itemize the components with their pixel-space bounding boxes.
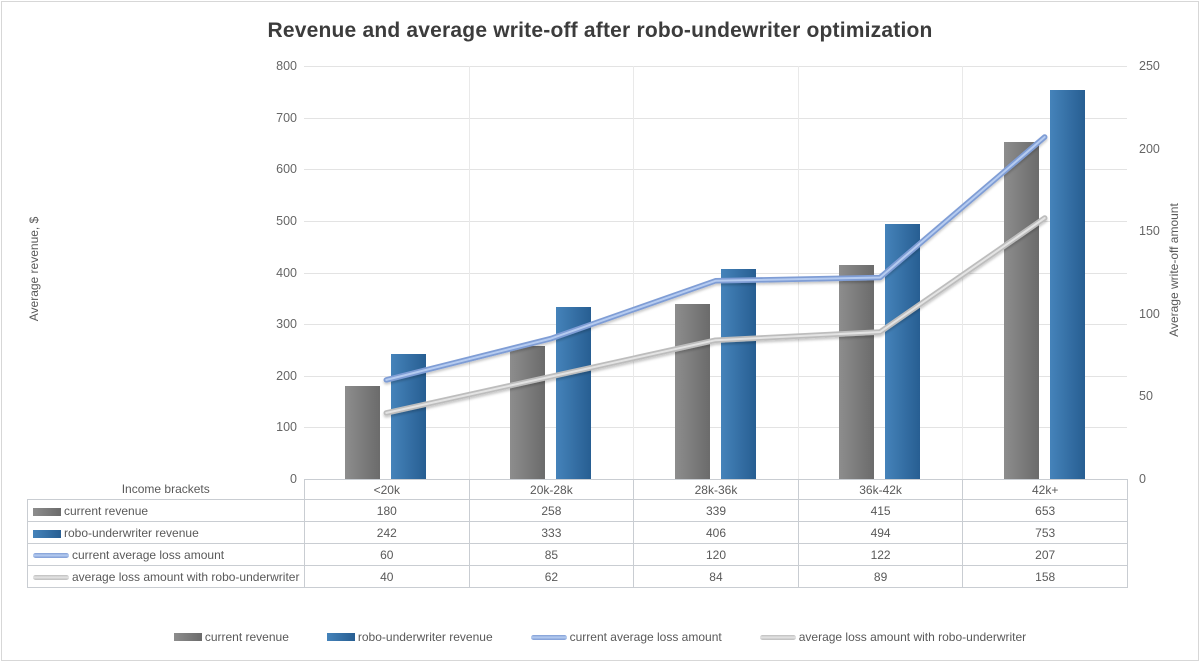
line-highlight-current-average-loss-amount bbox=[385, 136, 1046, 381]
value-cell: 242 bbox=[304, 521, 470, 544]
left-tick-label: 400 bbox=[276, 265, 297, 280]
right-tick-label: 50 bbox=[1139, 389, 1153, 404]
bar-swatch-current-revenue bbox=[33, 507, 61, 516]
bar-current-revenue bbox=[1003, 141, 1039, 479]
line-current-average-loss-amount bbox=[383, 134, 1048, 383]
table-row-average-loss-amount-with-robo-underwriter: average loss amount with robo-underwrite… bbox=[27, 565, 1128, 588]
line-series-overlay bbox=[383, 134, 1048, 416]
line-highlight-average-loss-amount-with-robo-underwriter bbox=[385, 217, 1046, 414]
series-label-cell: current revenue bbox=[27, 499, 305, 522]
right-tick-label: 250 bbox=[1139, 59, 1160, 73]
value-cell: 84 bbox=[633, 565, 799, 588]
bar-swatch-current-revenue bbox=[173, 633, 202, 641]
bar-swatch-robo-underwriter-revenue bbox=[33, 529, 61, 538]
table-row-robo-underwriter-revenue: robo-underwriter revenue 242 333 406 494 753 bbox=[27, 521, 1128, 544]
bar-robo-underwriter-revenue bbox=[1049, 90, 1085, 479]
x-axis-title-cell: Income brackets bbox=[121, 482, 210, 497]
bar-swatch-robo-underwriter-revenue bbox=[326, 633, 355, 641]
gridline-horizontal bbox=[304, 169, 1127, 171]
legend-label: average loss amount with robo-underwrite… bbox=[798, 630, 1027, 644]
gridline-vertical bbox=[633, 66, 635, 479]
left-tick-label: 700 bbox=[276, 110, 297, 125]
plot-area bbox=[304, 66, 1127, 479]
bar-current-revenue bbox=[839, 264, 875, 479]
gridline-vertical bbox=[797, 66, 799, 479]
series-label-text: current revenue bbox=[64, 503, 149, 518]
gridline-horizontal bbox=[304, 117, 1127, 119]
bar-current-revenue bbox=[345, 386, 381, 479]
category-header-cell: 20k-28k bbox=[468, 479, 635, 500]
value-cell: 333 bbox=[468, 521, 635, 544]
legend-label: current average loss amount bbox=[569, 630, 722, 644]
left-tick-label: 600 bbox=[276, 162, 297, 177]
gridline-horizontal bbox=[304, 324, 1127, 326]
value-cell: 207 bbox=[962, 543, 1128, 566]
line-swatch-average-loss-amount-with-robo-underwriter bbox=[33, 574, 69, 580]
series-label-cell: robo-underwriter revenue bbox=[27, 521, 305, 544]
value-cell: 85 bbox=[468, 543, 635, 566]
value-cell: 339 bbox=[633, 499, 799, 522]
legend-item-average-loss-amount-with-robo-underwriter: average loss amount with robo-underwrite… bbox=[759, 630, 1027, 644]
table-header-row: Income brackets <20k 20k-28k 28k-36k 36k-42k… bbox=[28, 479, 1128, 500]
series-label-text: average loss amount with robo-underwrite… bbox=[72, 569, 300, 584]
gridline-vertical bbox=[468, 66, 470, 479]
gridline-horizontal bbox=[304, 375, 1127, 377]
series-label-text: robo-underwriter revenue bbox=[64, 525, 199, 540]
bar-current-revenue bbox=[509, 345, 545, 479]
right-tick-label: 200 bbox=[1139, 141, 1160, 156]
line-swatch-average-loss-amount-with-robo-underwriter bbox=[759, 634, 796, 640]
series-label-cell: current average loss amount bbox=[27, 543, 305, 566]
legend-item-current-revenue: current revenue bbox=[173, 630, 289, 644]
left-tick-label: 300 bbox=[276, 317, 297, 332]
table-row-current-revenue: current revenue 180 258 339 415 653 bbox=[27, 499, 1128, 522]
value-cell: 120 bbox=[633, 543, 799, 566]
gridline-horizontal bbox=[304, 66, 1127, 67]
value-cell: 122 bbox=[797, 543, 964, 566]
left-tick-label: 500 bbox=[276, 213, 297, 228]
right-tick-label: 0 bbox=[1139, 472, 1146, 486]
line-swatch-current-average-loss-amount bbox=[33, 552, 69, 558]
value-cell: 753 bbox=[962, 521, 1128, 544]
left-tick-label: 200 bbox=[276, 368, 297, 383]
value-cell: 62 bbox=[468, 565, 635, 588]
value-cell: 180 bbox=[304, 499, 470, 522]
category-header-cell: <20k bbox=[304, 479, 470, 500]
line-average-loss-amount-with-robo-underwriter bbox=[383, 215, 1048, 416]
category-header-cell: 42k+ bbox=[962, 479, 1128, 500]
gridline-horizontal bbox=[304, 427, 1127, 429]
gridline-horizontal bbox=[304, 220, 1127, 222]
series-label-text: current average loss amount bbox=[72, 547, 225, 562]
right-axis-title: Average write-off amount bbox=[1167, 203, 1181, 337]
value-cell: 258 bbox=[468, 499, 635, 522]
left-tick-label: 800 bbox=[276, 59, 297, 73]
bar-current-revenue bbox=[674, 304, 710, 479]
legend-item-robo-underwriter-revenue: robo-underwriter revenue bbox=[326, 630, 493, 644]
value-cell: 494 bbox=[797, 521, 964, 544]
left-tick-label: 100 bbox=[276, 420, 297, 435]
value-cell: 158 bbox=[962, 565, 1128, 588]
value-cell: 40 bbox=[304, 565, 470, 588]
value-cell: 406 bbox=[633, 521, 799, 544]
legend-label: robo-underwriter revenue bbox=[357, 630, 493, 644]
category-header-cell: 36k-42k bbox=[797, 479, 964, 500]
legend-item-current-average-loss-amount: current average loss amount bbox=[530, 630, 722, 644]
value-cell: 89 bbox=[797, 565, 964, 588]
chart-title: Revenue and average write-off after robo… bbox=[267, 19, 933, 42]
series-label-cell: average loss amount with robo-underwrite… bbox=[27, 565, 305, 588]
left-axis-title: Average revenue, $ bbox=[27, 216, 41, 322]
legend-label: current revenue bbox=[204, 630, 289, 644]
value-cell: 415 bbox=[797, 499, 964, 522]
data-table: Income brackets <20k 20k-28k 28k-36k 36k-42k… bbox=[27, 479, 1128, 588]
value-cell: 60 bbox=[304, 543, 470, 566]
category-header-cell: 28k-36k bbox=[633, 479, 799, 500]
gridline-horizontal bbox=[304, 272, 1127, 274]
value-cell: 653 bbox=[962, 499, 1128, 522]
legend: current revenue robo-underwriter revenue c… bbox=[2, 630, 1198, 644]
table-row-current-average-loss-amount: current average loss amount 60 85 120 122 207 bbox=[27, 543, 1128, 566]
bar-robo-underwriter-revenue bbox=[720, 269, 756, 479]
line-swatch-current-average-loss-amount bbox=[530, 634, 567, 640]
